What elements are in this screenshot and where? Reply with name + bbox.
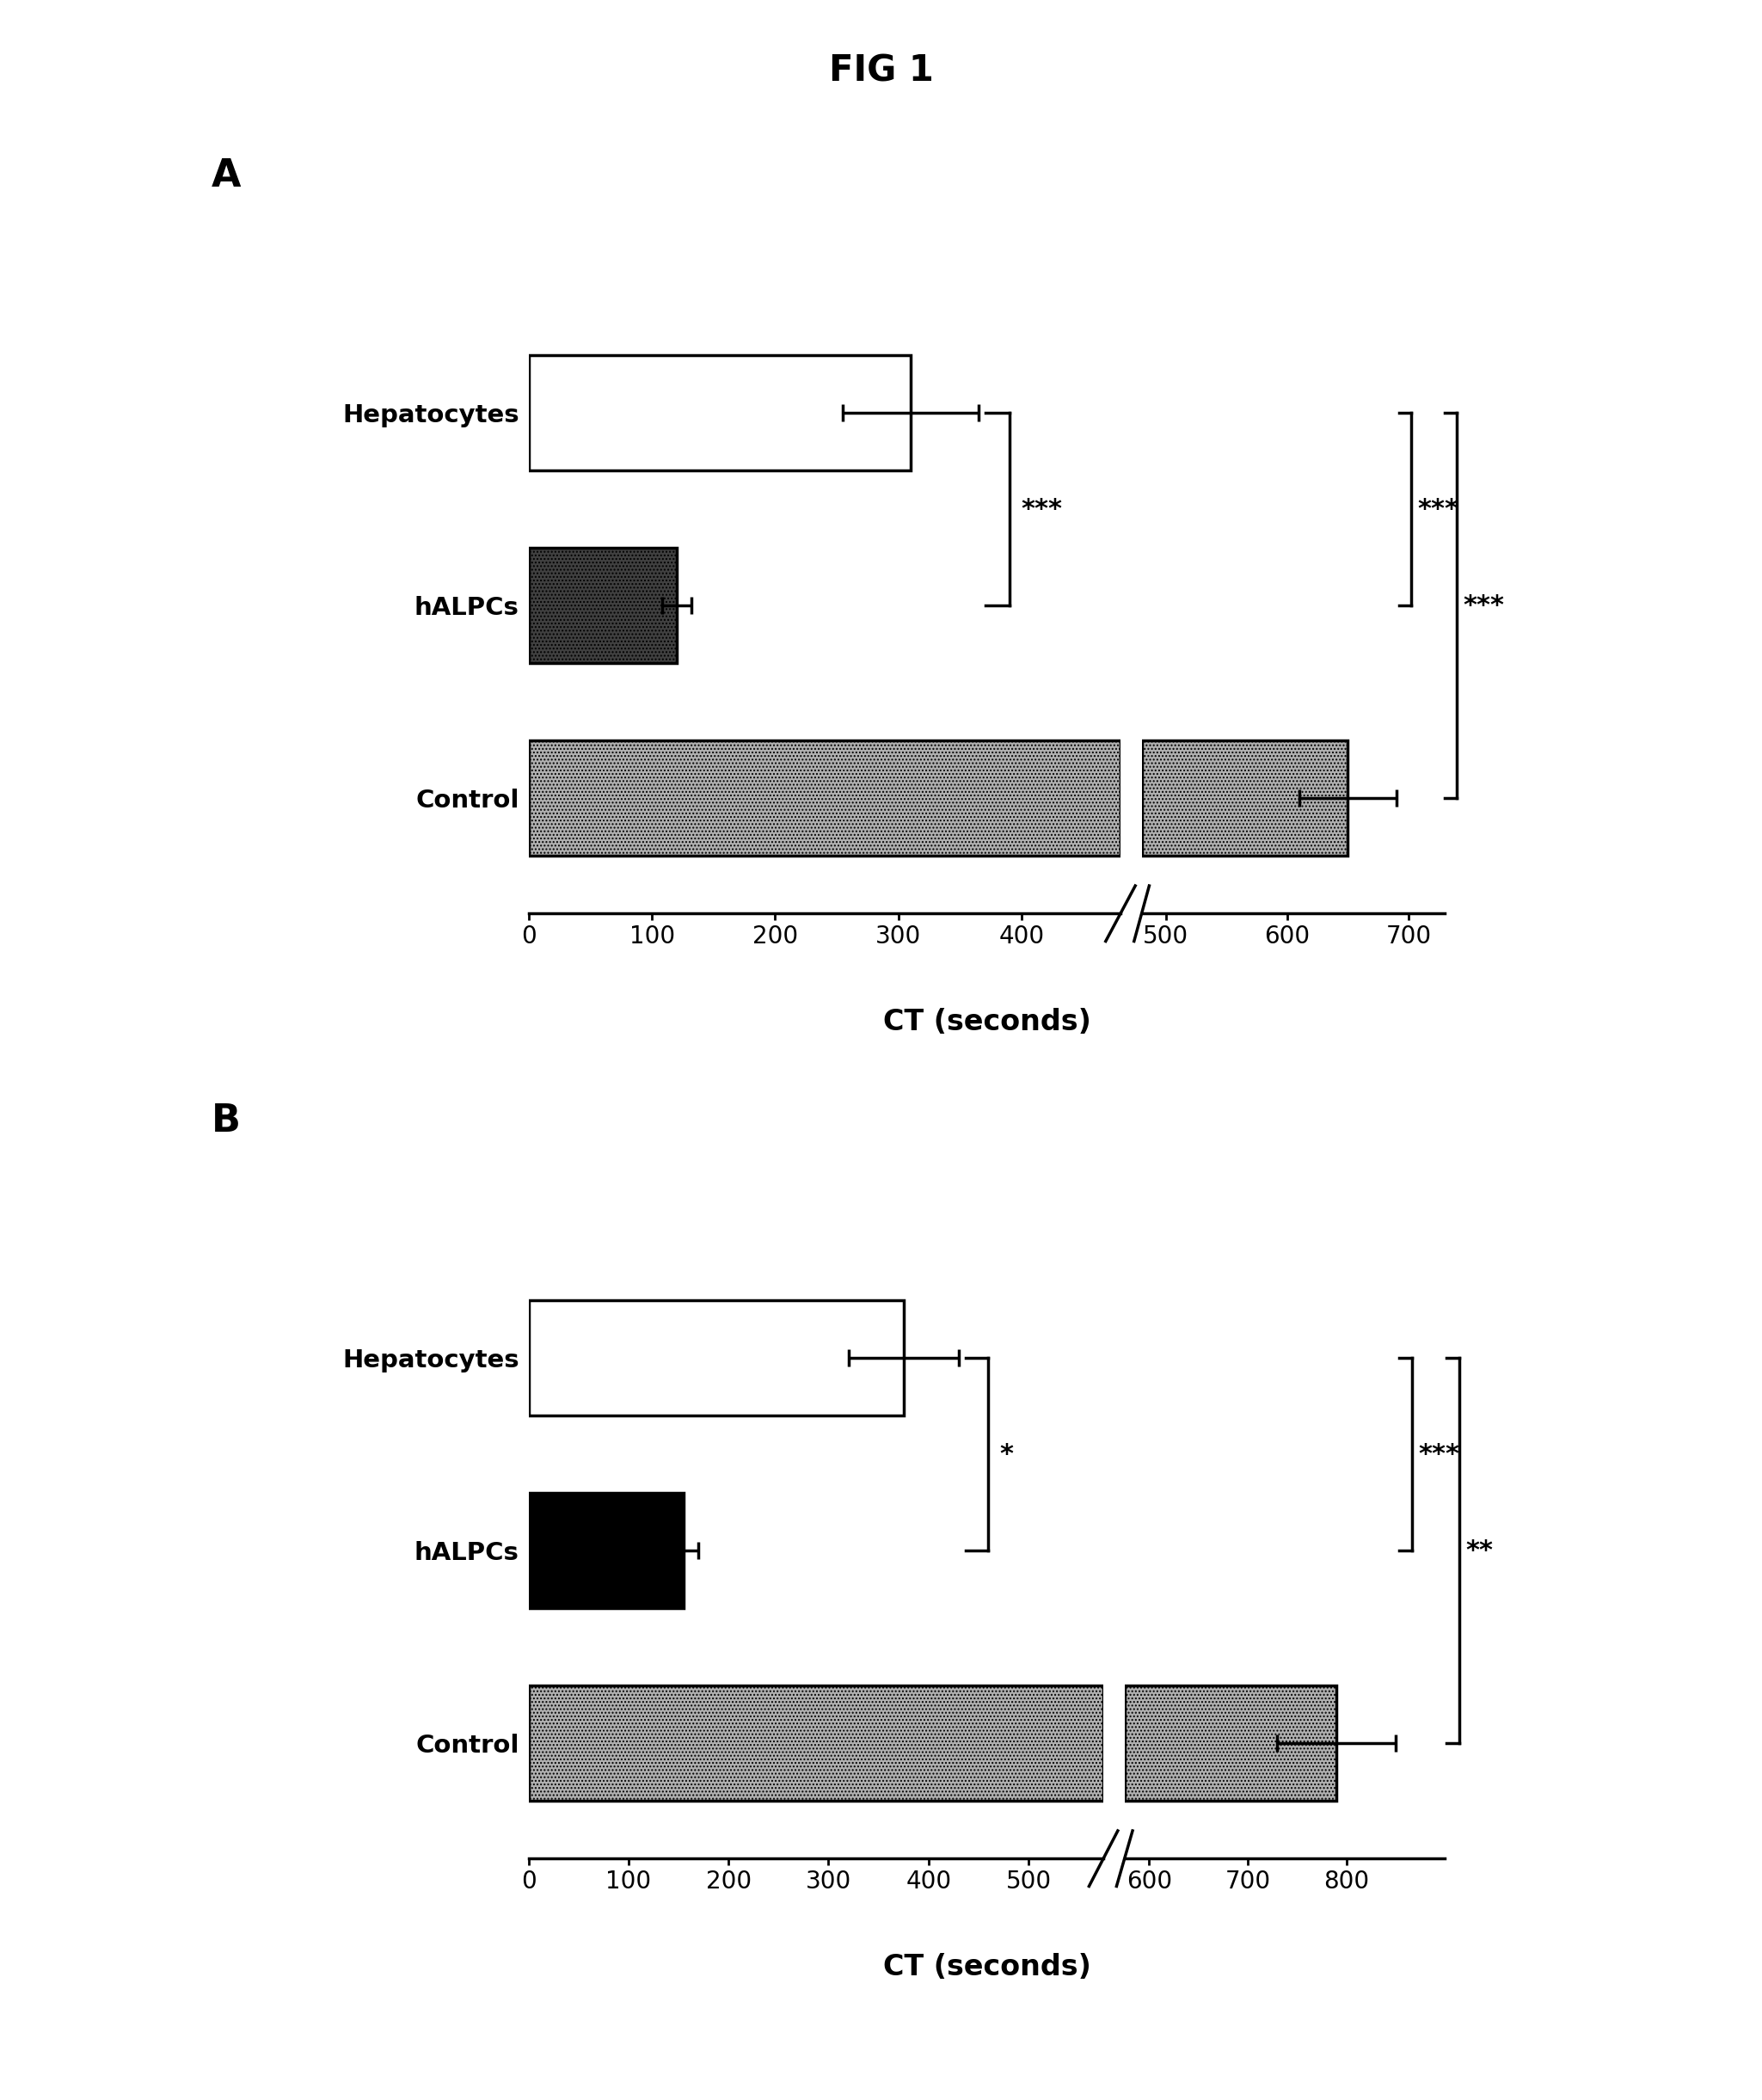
- Bar: [529, 1684, 1103, 1802]
- Text: B: B: [211, 1102, 241, 1140]
- Text: CT (seconds): CT (seconds): [883, 1953, 1091, 1982]
- Text: ***: ***: [1418, 498, 1459, 521]
- Bar: [529, 739, 1121, 857]
- Text: ***: ***: [1462, 592, 1505, 617]
- Text: ***: ***: [1418, 1443, 1459, 1466]
- Text: **: **: [1466, 1537, 1494, 1562]
- Bar: [529, 355, 911, 470]
- Text: *: *: [1001, 1443, 1013, 1466]
- Text: CT (seconds): CT (seconds): [883, 1008, 1091, 1037]
- Bar: [529, 548, 677, 664]
- Bar: [529, 1300, 904, 1415]
- Text: FIG 1: FIG 1: [828, 53, 934, 88]
- Text: ***: ***: [1022, 498, 1062, 521]
- Bar: [1142, 739, 1348, 857]
- Bar: [529, 1493, 684, 1609]
- Bar: [1124, 1684, 1336, 1802]
- Text: A: A: [211, 158, 241, 195]
